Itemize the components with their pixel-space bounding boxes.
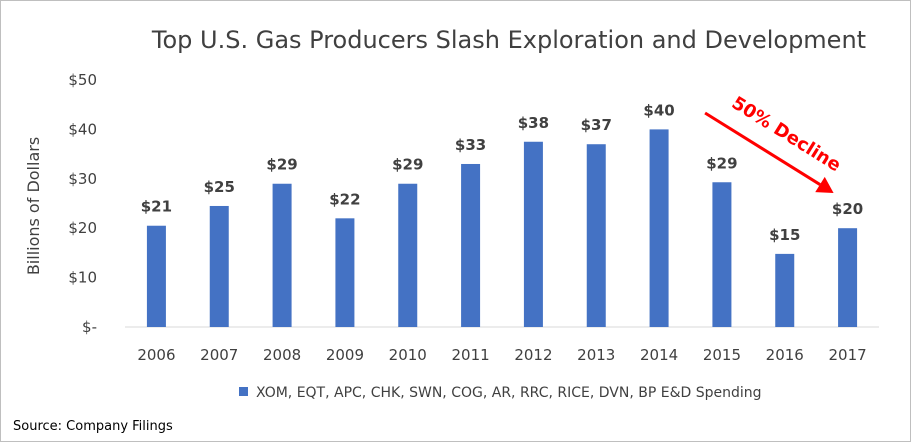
data-label: $15 xyxy=(769,226,800,244)
legend-swatch xyxy=(239,387,248,396)
x-axis-ticks: 2006 2007 2008 2009 2010 2011 2012 2013 2014 2015… xyxy=(137,346,866,364)
data-label: $25 xyxy=(204,178,235,196)
x-tick-label: 2009 xyxy=(326,346,364,364)
legend-label: XOM, EQT, APC, CHK, SWN, COG, AR, RRC, R… xyxy=(256,385,762,401)
x-tick-label: 2008 xyxy=(263,346,301,364)
y-tick-label: $10 xyxy=(68,269,97,287)
decline-annotation: 50% Decline xyxy=(704,93,845,193)
bars xyxy=(146,129,858,327)
y-tick-label: $20 xyxy=(68,219,97,237)
data-label: $21 xyxy=(141,198,172,216)
decline-arrow-head xyxy=(815,176,834,193)
y-tick-label: $30 xyxy=(68,170,97,188)
data-label: $20 xyxy=(832,200,863,218)
bar xyxy=(272,183,292,327)
data-label: $29 xyxy=(392,156,423,174)
bar xyxy=(398,183,418,327)
bar xyxy=(775,253,795,327)
source-note: Source: Company Filings xyxy=(13,419,173,434)
bar xyxy=(146,225,166,327)
y-axis-label: Billions of Dollars xyxy=(24,137,43,275)
x-tick-label: 2011 xyxy=(451,346,489,364)
y-tick-label: $40 xyxy=(68,120,97,138)
chart-title: Top U.S. Gas Producers Slash Exploration… xyxy=(151,26,866,54)
x-tick-label: 2010 xyxy=(389,346,427,364)
data-label: $37 xyxy=(581,116,612,134)
bar xyxy=(586,144,606,327)
bar xyxy=(838,228,858,327)
x-tick-label: 2013 xyxy=(577,346,615,364)
data-label: $40 xyxy=(643,101,674,119)
bar xyxy=(712,182,732,327)
decline-arrow-line xyxy=(704,111,821,186)
x-tick-label: 2016 xyxy=(766,346,804,364)
y-axis-ticks: $- $10 $20 $30 $40 $50 xyxy=(68,71,97,336)
data-label: $22 xyxy=(329,190,360,208)
x-tick-label: 2007 xyxy=(200,346,238,364)
y-tick-label: $50 xyxy=(68,71,97,89)
x-tick-label: 2015 xyxy=(703,346,741,364)
data-label: $33 xyxy=(455,136,486,154)
bar xyxy=(461,163,481,327)
legend: XOM, EQT, APC, CHK, SWN, COG, AR, RRC, R… xyxy=(239,385,762,401)
bar xyxy=(649,129,669,327)
bar xyxy=(209,205,229,327)
data-label: $29 xyxy=(266,156,297,174)
bar xyxy=(335,218,355,327)
x-tick-label: 2014 xyxy=(640,346,678,364)
data-label: $38 xyxy=(518,114,549,132)
x-tick-label: 2006 xyxy=(137,346,175,364)
y-tick-label: $- xyxy=(82,318,97,336)
data-labels: $21 $25 $29 $22 $29 $33 $38 $37 $40 $29 $15 $20 xyxy=(141,101,863,243)
bar xyxy=(523,141,543,327)
x-tick-label: 2012 xyxy=(514,346,552,364)
data-label: $29 xyxy=(706,154,737,172)
x-tick-label: 2017 xyxy=(828,346,866,364)
